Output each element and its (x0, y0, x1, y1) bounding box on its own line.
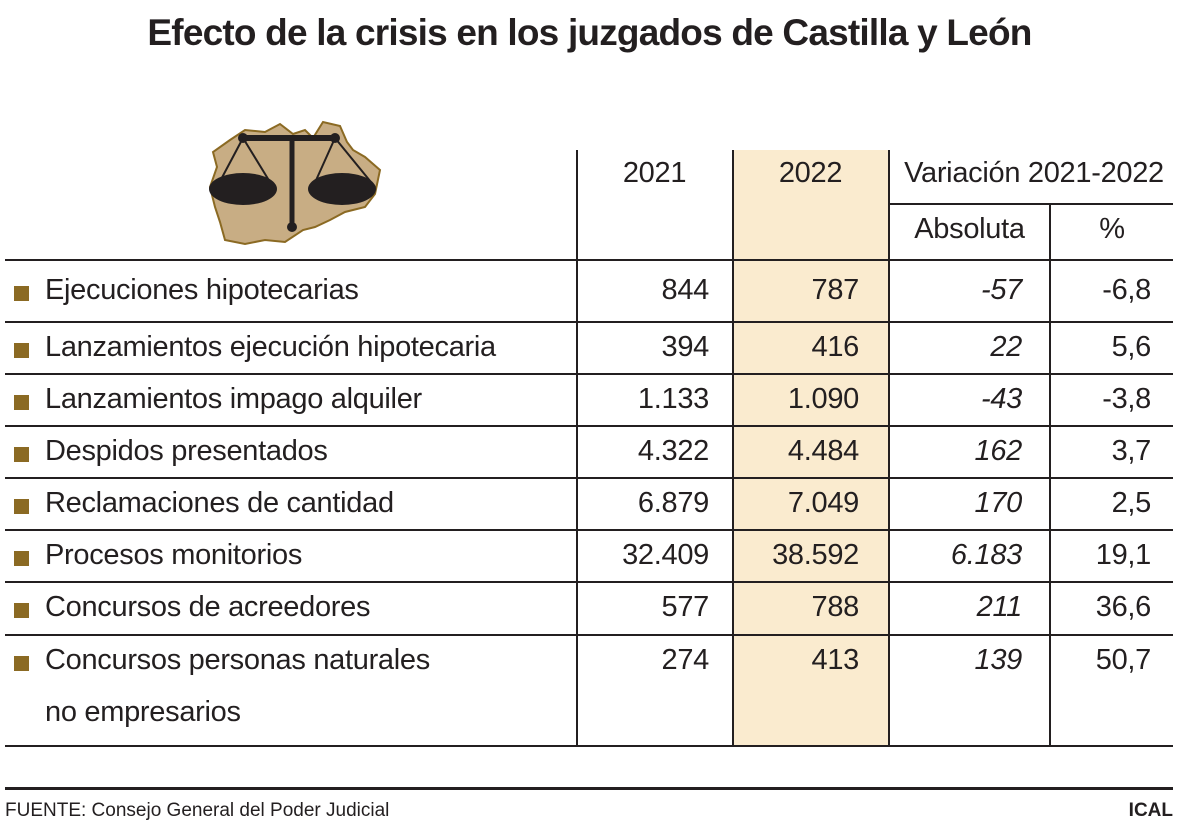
row-divider (5, 529, 1173, 531)
row-bullet (14, 551, 29, 566)
value-2022: 7.049 (787, 487, 859, 519)
value-2021: 6.879 (637, 487, 709, 519)
column-header-variation: Variación 2021-2022 (904, 157, 1164, 189)
value-absolute: -57 (980, 274, 1022, 306)
row-label: Concursos personas naturales (45, 644, 430, 676)
value-absolute: 22 (990, 331, 1022, 363)
brand-label: ICAL (1128, 800, 1173, 821)
value-absolute: 162 (974, 435, 1023, 467)
row-label: Lanzamientos ejecución hipotecaria (45, 331, 496, 363)
column-header-absolute: Absoluta (914, 213, 1025, 245)
column-header-percent: % (1099, 213, 1125, 245)
divider (576, 150, 578, 747)
row-bullet (14, 656, 29, 671)
value-2022: 1.090 (787, 383, 859, 415)
value-absolute: 211 (976, 591, 1023, 623)
row-bullet (14, 395, 29, 410)
row-label: Despidos presentados (45, 435, 328, 467)
value-2021: 32.409 (622, 539, 709, 571)
divider (732, 150, 734, 747)
value-2021: 844 (661, 274, 710, 306)
page-title: Efecto de la crisis en los juzgados de C… (147, 12, 1032, 53)
value-absolute: 170 (974, 487, 1023, 519)
highlight-column-2022 (733, 150, 888, 746)
row-label: Reclamaciones de cantidad (45, 487, 394, 519)
value-percent: 3,7 (1111, 435, 1152, 467)
value-2021: 577 (661, 591, 710, 623)
column-header-2021: 2021 (622, 157, 687, 189)
divider (1049, 204, 1051, 747)
row-divider (5, 373, 1173, 375)
row-label: Concursos de acreedores (45, 591, 371, 623)
row-label: Ejecuciones hipotecarias (45, 274, 359, 306)
value-2022: 788 (811, 591, 860, 623)
value-percent: 50,7 (1095, 644, 1152, 676)
row-divider (5, 425, 1173, 427)
value-2021: 394 (661, 331, 710, 363)
value-absolute: -43 (980, 383, 1022, 415)
value-2022: 38.592 (772, 539, 859, 571)
divider (5, 745, 1173, 747)
divider (5, 787, 1173, 790)
column-header-2022: 2022 (778, 157, 843, 189)
divider (5, 259, 1173, 261)
value-percent: 19,1 (1095, 539, 1152, 571)
row-divider (5, 321, 1173, 323)
value-2021: 4.322 (637, 435, 709, 467)
row-divider (5, 581, 1173, 583)
row-bullet (14, 343, 29, 358)
value-percent: -3,8 (1102, 383, 1151, 415)
row-divider (5, 477, 1173, 479)
value-percent: 2,5 (1111, 487, 1152, 519)
row-label: Procesos monitorios (45, 539, 303, 571)
row-bullet (14, 603, 29, 618)
source-note: FUENTE: Consejo General del Poder Judici… (5, 800, 390, 821)
value-absolute: 139 (974, 644, 1023, 676)
value-2022: 4.484 (787, 435, 859, 467)
value-2022: 787 (811, 274, 860, 306)
value-percent: -6,8 (1102, 274, 1151, 306)
value-2021: 274 (661, 644, 710, 676)
row-bullet (14, 499, 29, 514)
row-bullet (14, 447, 29, 462)
divider (888, 203, 1173, 205)
row-bullet (14, 286, 29, 301)
value-2021: 1.133 (637, 383, 709, 415)
value-percent: 36,6 (1095, 591, 1152, 623)
row-label: Lanzamientos impago alquiler (45, 383, 422, 415)
value-percent: 5,6 (1111, 331, 1152, 363)
scales-of-justice-icon (208, 120, 382, 246)
divider (888, 150, 890, 747)
row-divider (5, 634, 1173, 636)
row-label-continued: no empresarios (45, 696, 241, 728)
value-2022: 416 (811, 331, 860, 363)
value-absolute: 6.183 (950, 539, 1022, 571)
value-2022: 413 (811, 644, 860, 676)
